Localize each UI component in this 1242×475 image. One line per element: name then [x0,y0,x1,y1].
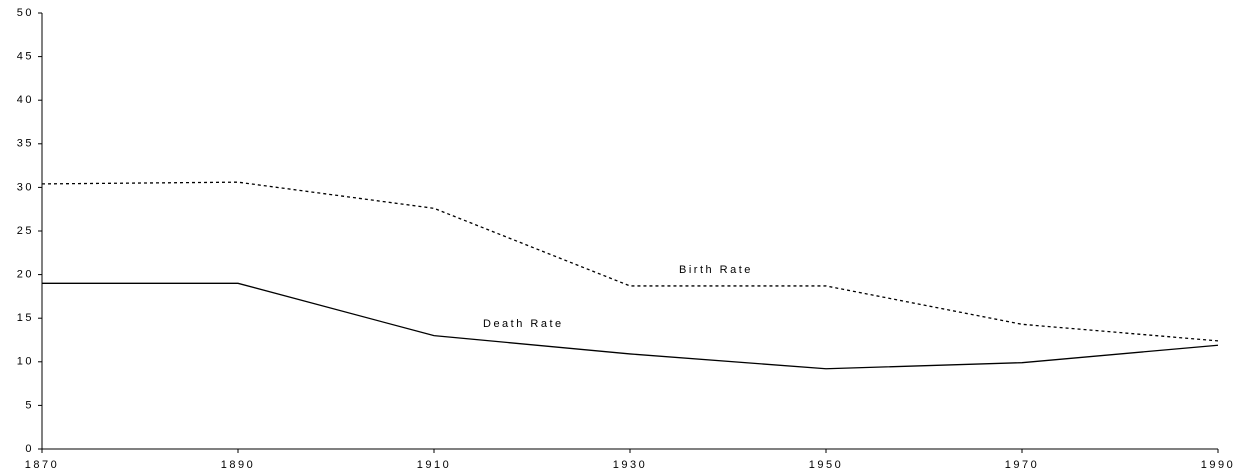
y-tick-label: 30 [17,181,34,193]
x-tick-label: 1870 [25,459,59,471]
x-tick-label: 1950 [809,459,843,471]
y-tick-label: 10 [17,356,34,368]
y-tick-label: 20 [17,269,34,281]
y-tick-label: 15 [17,312,34,324]
x-tick-label: 1890 [221,459,255,471]
series-label: Death Rate [483,318,564,330]
y-tick-label: 25 [17,225,34,237]
y-tick-label: 5 [25,399,34,411]
x-tick-label: 1990 [1201,459,1235,471]
x-tick-label: 1930 [613,459,647,471]
y-tick-label: 50 [17,7,34,19]
line [42,282,1219,370]
y-tick-label: 40 [17,94,34,106]
y-tick-label: 0 [25,443,34,455]
series-label: Birth Rate [679,264,753,276]
y-tick-label: 35 [17,138,34,150]
line [41,181,1219,342]
x-tick-label: 1910 [417,459,451,471]
x-tick-label: 1970 [1005,459,1039,471]
y-tick-label: 45 [17,51,34,63]
